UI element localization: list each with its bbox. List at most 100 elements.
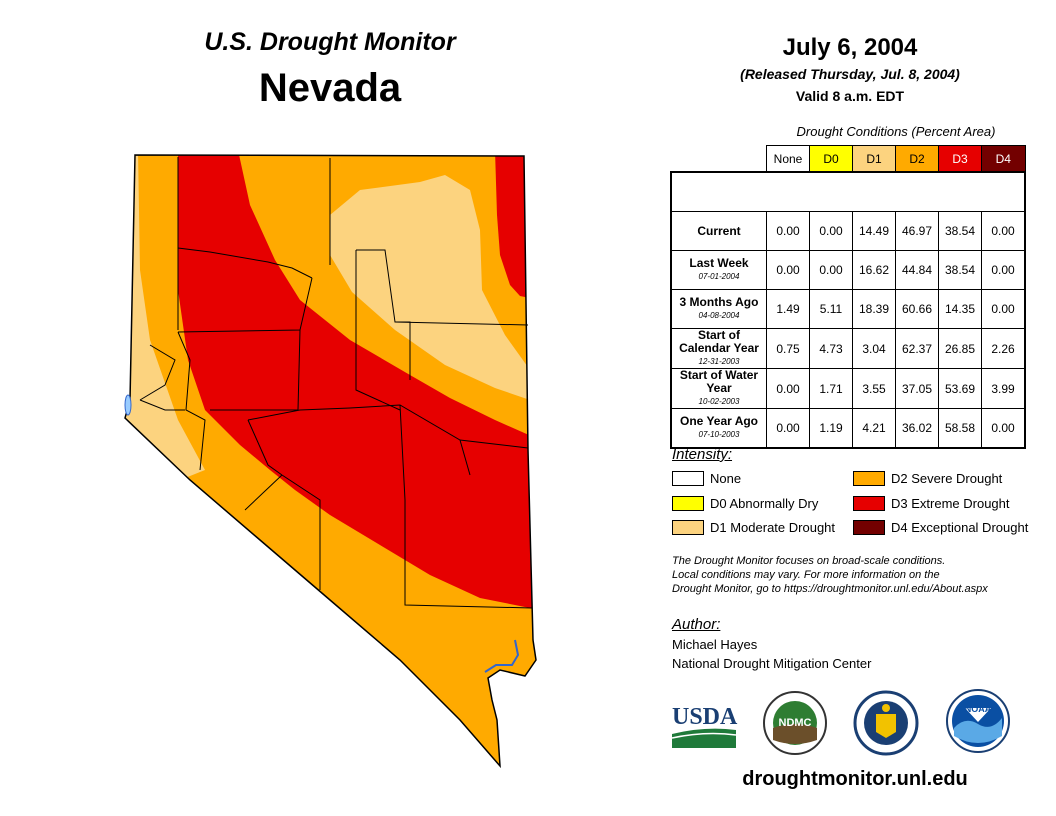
author-title: Author: [672, 616, 721, 633]
cell: 16.62 [852, 250, 896, 290]
d3-central-region [178, 155, 536, 610]
legend-swatch [853, 496, 885, 511]
row-date: 07-10-2003 [698, 430, 740, 439]
cell: 37.05 [895, 368, 939, 409]
author-name: Michael Hayes [672, 637, 758, 652]
legend-item-d4: D4 Exceptional Drought [853, 520, 1028, 535]
cell: 0.00 [809, 250, 853, 290]
release-date: (Released Thursday, Jul. 8, 2004) [740, 66, 960, 82]
table-caption: Drought Conditions (Percent Area) [796, 124, 996, 139]
d1-west-region [125, 155, 205, 480]
table-body: Current 0.00 0.00 14.49 46.97 38.54 0.00… [670, 172, 1026, 449]
col-d0: D0 [809, 145, 853, 173]
row-label: One Year Ago [679, 414, 759, 428]
legend-swatch [672, 471, 704, 486]
legend-label: D4 Exceptional Drought [891, 520, 1029, 535]
legend-label: D1 Moderate Drought [710, 520, 836, 535]
cell: 3.99 [981, 368, 1026, 409]
legend-swatch [853, 520, 885, 535]
row-label: Start of Water Year [679, 368, 759, 395]
cell: 4.21 [852, 408, 896, 449]
cell: 0.00 [981, 289, 1026, 329]
note-line: Local conditions may vary. For more info… [672, 569, 940, 581]
row-date: 07-01-2004 [698, 272, 740, 281]
cell: 53.69 [938, 368, 982, 409]
legend-label: D2 Severe Drought [891, 471, 1003, 486]
cell: 26.85 [938, 328, 982, 369]
cell: 0.00 [981, 250, 1026, 290]
cell: 62.37 [895, 328, 939, 369]
legend-label: D3 Extreme Drought [891, 496, 1010, 511]
cell: 0.00 [981, 408, 1026, 449]
cell: 44.84 [895, 250, 939, 290]
legend-item-d0: D0 Abnormally Dry [672, 496, 818, 511]
usda-logo-text: USDA [672, 704, 738, 730]
legend-swatch [672, 496, 704, 511]
table-row: Current 0.00 0.00 14.49 46.97 38.54 0.00 [670, 211, 1026, 251]
legend-item-none: None [672, 471, 741, 486]
lake-tahoe-icon [124, 394, 132, 416]
cell: 0.00 [766, 408, 810, 449]
disclaimer-note: The Drought Monitor focuses on broad-sca… [672, 554, 1042, 596]
cell: 0.00 [981, 211, 1026, 251]
legend-label: D0 Abnormally Dry [710, 496, 819, 511]
table-row: Last Week 07-01-2004 0.00 0.00 16.62 44.8… [670, 250, 1026, 290]
row-date: 12-31-2003 [698, 357, 740, 366]
legend-title: Intensity: [672, 446, 733, 463]
col-d3: D3 [938, 145, 982, 173]
legend-swatch [853, 471, 885, 486]
website-link[interactable]: droughtmonitor.unl.edu [742, 768, 968, 790]
table-row: 3 Months Ago 04-08-2004 1.49 5.11 18.39 6… [670, 289, 1026, 329]
map-title: U.S. Drought Monitor [204, 28, 456, 56]
cell: 1.71 [809, 368, 853, 409]
usda-field-icon [672, 728, 736, 748]
ndmc-logo: NDMC [763, 691, 827, 755]
cell: 3.04 [852, 328, 896, 369]
table-row: One Year Ago 07-10-2003 0.00 1.19 4.21 36… [670, 408, 1026, 449]
cell: 38.54 [938, 250, 982, 290]
legend-item-d1: D1 Moderate Drought [672, 520, 835, 535]
author-org: National Drought Mitigation Center [672, 656, 872, 671]
cell: 46.97 [895, 211, 939, 251]
note-line: The Drought Monitor focuses on broad-sca… [672, 555, 946, 567]
map-date: July 6, 2004 [782, 34, 918, 61]
state-outline [124, 154, 537, 769]
cell: 18.39 [852, 289, 896, 329]
row-label: Current [697, 223, 741, 238]
cell: 4.73 [809, 328, 853, 369]
d1-northeast-region [330, 175, 530, 400]
cell: 2.26 [981, 328, 1026, 369]
cell: 14.35 [938, 289, 982, 329]
colorado-river-icon [484, 639, 520, 673]
cell: 38.54 [938, 211, 982, 251]
row-label: Start of Calendar Year [679, 328, 759, 355]
region-title: Nevada [258, 66, 402, 110]
cell: 1.19 [809, 408, 853, 449]
drought-conditions-table: None D0 D1 D2 D3 D4 Current 0.00 0.00 14… [670, 145, 1026, 449]
cell: 58.58 [938, 408, 982, 449]
cell: 0.00 [766, 368, 810, 409]
cell: 0.00 [809, 211, 853, 251]
cell: 3.55 [852, 368, 896, 409]
cell: 0.75 [766, 328, 810, 369]
cell: 0.00 [766, 250, 810, 290]
cell: 14.49 [852, 211, 896, 251]
col-d4: D4 [981, 145, 1026, 173]
nevada-drought-map [124, 154, 537, 769]
row-date: 10-02-2003 [698, 397, 740, 406]
valid-time: Valid 8 a.m. EDT [795, 88, 905, 104]
legend-swatch [672, 520, 704, 535]
row-date: 04-08-2004 [698, 311, 740, 320]
col-none: None [766, 145, 810, 173]
legend-item-d2: D2 Severe Drought [853, 471, 1002, 486]
county-lines [139, 157, 533, 609]
cell: 5.11 [809, 289, 853, 329]
commerce-seal-logo [853, 690, 919, 756]
table-row: Start of Calendar Year 12-31-2003 0.75 4.… [670, 328, 1026, 369]
noaa-logo: NOAA [946, 689, 1010, 753]
cell: 36.02 [895, 408, 939, 449]
row-label: Last Week [689, 256, 749, 270]
cell: 60.66 [895, 289, 939, 329]
cell: 1.49 [766, 289, 810, 329]
usda-logo: USDA [671, 704, 738, 748]
